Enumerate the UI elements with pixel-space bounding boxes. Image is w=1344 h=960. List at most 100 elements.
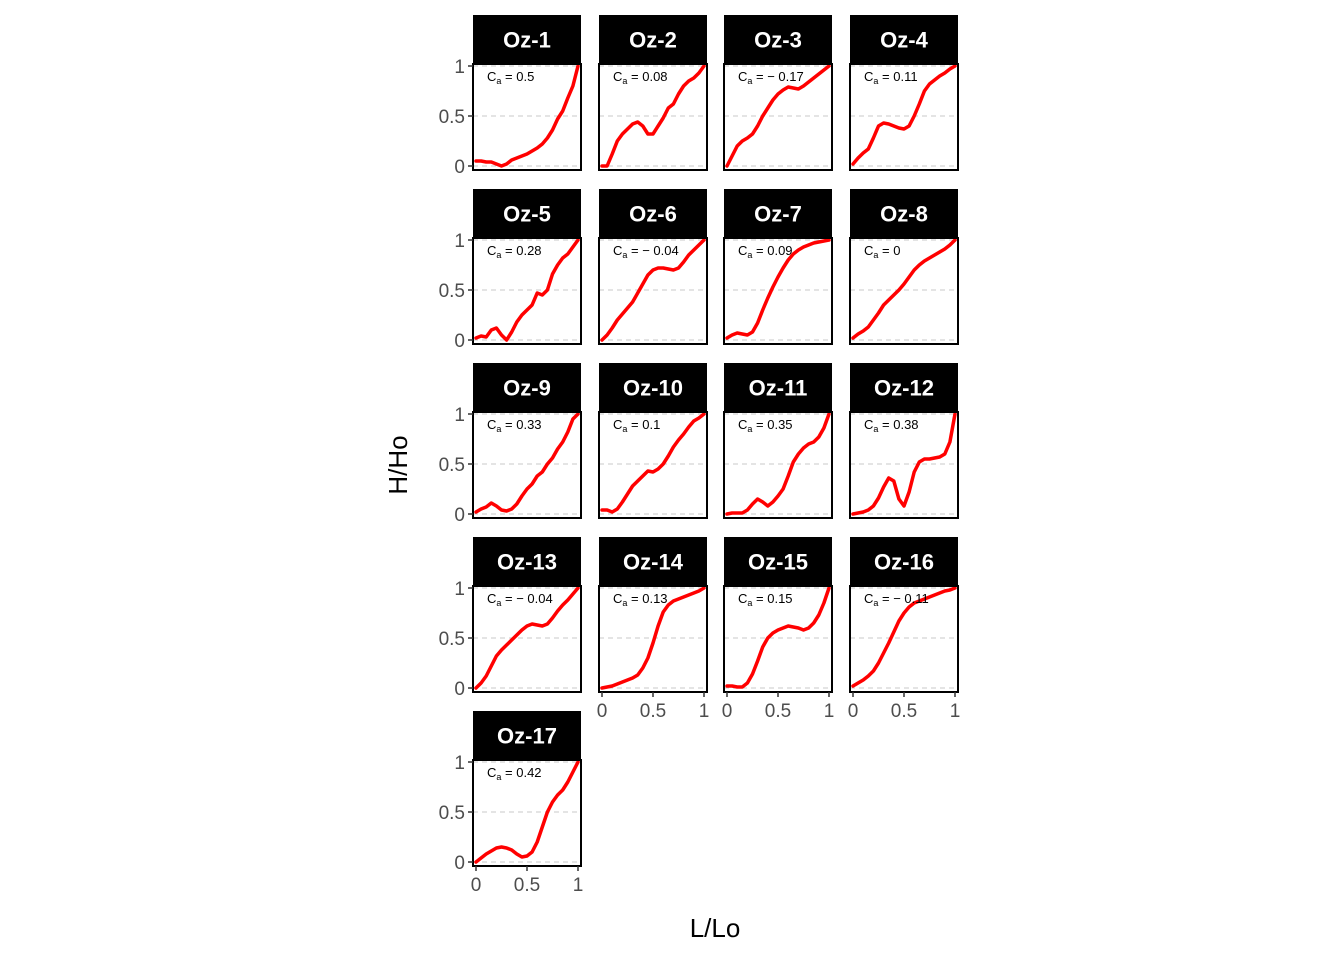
series-line [474,412,580,514]
panel-oz-2: Oz-2 Ca = 0.08 [598,15,708,171]
series-line [600,238,706,342]
x-tick-label: 1 [950,701,961,722]
panel-oz-10: Oz-10 Ca = 0.1 [598,363,708,519]
panel-border [849,411,959,519]
panel-oz-4: Oz-4 Ca = 0.11 [849,15,959,171]
strip-label: Oz-12 [874,376,934,401]
series-line [725,412,831,516]
ca-annotation: Ca = 0.28 [487,243,542,260]
panel-border [723,63,833,171]
y-tick-label: 0.5 [439,281,465,302]
strip-label: Oz-7 [754,202,802,227]
panel-oz-3: Oz-3 Ca = − 0.17 [723,15,833,171]
panel-border [849,237,959,345]
y-tick-label: 1 [454,753,465,774]
y-axis-title: H/Ho [383,435,413,494]
strip-label: Oz-14 [623,550,684,575]
series-line [600,412,706,514]
strip-label: Oz-15 [748,550,808,575]
strip-label: Oz-16 [874,550,934,575]
strip-bg [850,15,958,64]
panel-oz-12: Oz-12 Ca = 0.38 [849,363,959,519]
strip-bg [473,189,581,238]
y-tick-label: 1 [454,231,465,252]
ca-annotation: Ca = 0.38 [864,417,919,434]
strip-bg [724,537,832,586]
ca-annotation: Ca = 0.13 [613,591,668,608]
y-tick-label: 1 [454,579,465,600]
strip-bg [724,363,832,412]
panel-oz-16: Oz-16 Ca = − 0.11 0 0.5 1 [848,537,961,722]
y-tick-label: 0 [454,853,465,874]
strip-label: Oz-5 [503,202,551,227]
panel-oz-9: Oz-9 Ca = 0.33 0 0.5 1 [439,363,582,526]
ca-annotation: Ca = 0.42 [487,765,542,782]
strip-bg [599,15,707,64]
strip-label: Oz-10 [623,376,683,401]
strip-label: Oz-11 [749,376,808,401]
panel-border [472,411,582,519]
series-line [851,412,957,516]
ca-annotation: Ca = 0.33 [487,417,542,434]
ca-annotation: Ca = 0.08 [613,69,668,86]
strip-bg [473,363,581,412]
ca-annotation: Ca = − 0.17 [738,69,804,86]
y-tick-label: 0 [454,331,465,352]
x-tick-label: 0.5 [891,701,917,722]
ca-annotation: Ca = 0.15 [738,591,793,608]
panel-oz-8: Oz-8 Ca = 0 [849,189,959,345]
y-tick-label: 0.5 [439,803,465,824]
panel-oz-13: Oz-13 Ca = − 0.04 0 0.5 1 [439,537,582,700]
series-line [474,238,580,342]
strip-label: Oz-1 [503,28,551,53]
ca-annotation: Ca = 0 [864,243,900,260]
ca-annotation: Ca = 0.09 [738,243,793,260]
ca-annotation: Ca = − 0.11 [864,591,929,608]
panel-border [472,237,582,345]
series-line [725,64,831,168]
series-line [474,586,580,690]
strip-bg [850,363,958,412]
strip-label: Oz-17 [497,724,557,749]
x-tick-label: 1 [824,701,835,722]
panel-oz-11: Oz-11 Ca = 0.35 [723,363,833,519]
series-line [851,586,957,688]
x-tick-label: 0.5 [514,875,540,896]
strip-bg [599,189,707,238]
series-line [851,238,957,340]
strip-bg [724,15,832,64]
y-tick-label: 0 [454,679,465,700]
panel-oz-5: Oz-5 Ca = 0.28 0 0.5 1 [439,189,582,352]
panel-oz-15: Oz-15 Ca = 0.15 0 0.5 1 [722,537,835,722]
series-line [725,586,831,689]
strip-bg [724,189,832,238]
panel-oz-17: Oz-17 Ca = 0.42 0 0.5 1 0 0.5 1 [439,711,583,896]
panel-border [849,63,959,171]
strip-bg [850,189,958,238]
strip-label: Oz-6 [629,202,677,227]
panel-border [472,585,582,693]
strip-bg [473,15,581,64]
strip-label: Oz-4 [880,28,928,53]
panel-border [472,63,582,171]
series-line [474,760,580,864]
x-tick-label: 0 [597,701,608,722]
strip-bg [599,537,707,586]
series-line [600,586,706,690]
series-line [851,64,957,166]
strip-bg [473,711,581,760]
strip-label: Oz-8 [880,202,928,227]
x-tick-label: 0 [848,701,859,722]
x-tick-label: 1 [699,701,710,722]
y-tick-label: 0 [454,157,465,178]
series-line [474,64,580,168]
series-line [725,238,831,340]
panel-oz-1: Oz-1 Ca = 0.5 0 0.5 1 [439,15,582,178]
x-axis-title: L/Lo [690,913,741,943]
panels-group: Oz-1 Ca = 0.5 0 0.5 1 Oz-2 Ca = 0.08 Oz-3 Ca = −… [439,15,961,896]
x-tick-label: 0.5 [765,701,791,722]
ca-annotation: Ca = − 0.04 [613,243,679,260]
strip-bg [850,537,958,586]
panel-border [723,237,833,345]
